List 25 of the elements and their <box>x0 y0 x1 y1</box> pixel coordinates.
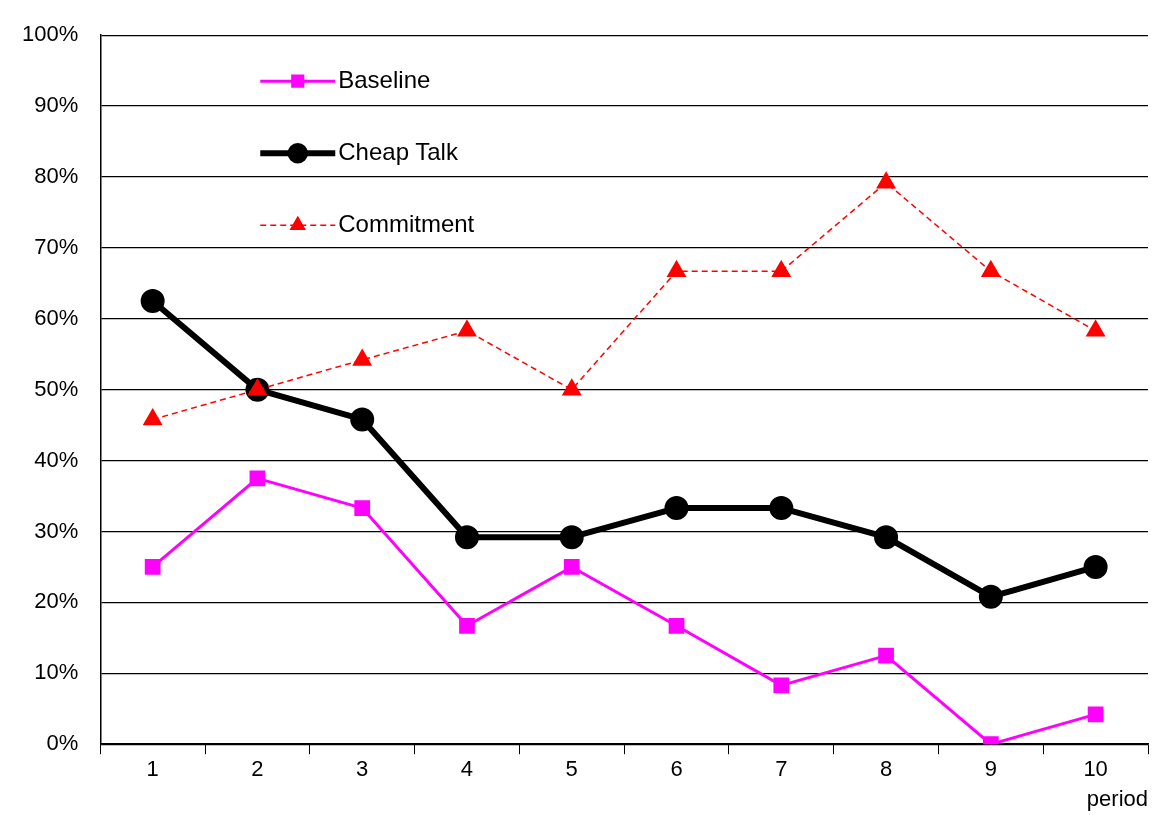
y-tick-label: 40% <box>34 446 79 472</box>
x-tick-label: 3 <box>356 756 369 782</box>
legend-label: Baseline <box>338 65 431 93</box>
y-tick-label: 30% <box>34 517 79 543</box>
y-tick-label: 70% <box>34 233 79 259</box>
y-tick-label: 10% <box>34 659 79 685</box>
x-tick-label: 2 <box>251 756 264 782</box>
x-tick-label: 5 <box>565 756 578 782</box>
legend-label: Commitment <box>338 209 475 237</box>
y-tick-label: 90% <box>34 92 79 118</box>
legend-label: Cheap Talk <box>338 137 459 165</box>
x-tick-label: 6 <box>670 756 683 782</box>
x-tick-label: 10 <box>1083 756 1108 782</box>
x-axis-title: period <box>1086 785 1148 811</box>
y-tick-label: 80% <box>34 163 79 189</box>
x-tick-label: 8 <box>879 756 893 782</box>
y-tick-label: 0% <box>46 730 79 756</box>
x-tick-label: 9 <box>984 756 997 782</box>
y-tick-label: 100% <box>21 21 79 47</box>
y-tick-label: 50% <box>34 375 79 401</box>
y-tick-label: 60% <box>34 304 79 330</box>
x-tick-label: 7 <box>775 756 788 782</box>
y-tick-label: 20% <box>34 588 79 614</box>
x-tick-label: 1 <box>146 756 159 782</box>
x-tick-label: 4 <box>460 756 474 782</box>
